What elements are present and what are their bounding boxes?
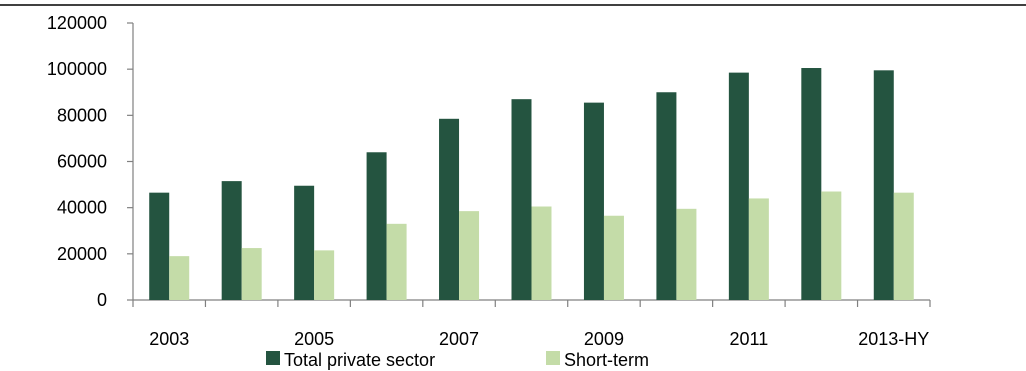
legend-label: Total private sector bbox=[284, 350, 435, 370]
bar-short-term bbox=[748, 198, 769, 300]
y-tick-label: 120000 bbox=[47, 13, 107, 33]
legend-swatch bbox=[266, 351, 280, 365]
bar-total-private-sector bbox=[656, 92, 677, 300]
y-tick-label: 100000 bbox=[47, 59, 107, 79]
x-tick-label: 2003 bbox=[149, 329, 189, 349]
y-tick-label: 40000 bbox=[57, 198, 107, 218]
y-axis: 0 20000 40000 60000 80000 100000 120000 bbox=[47, 13, 134, 310]
bar-total-private-sector bbox=[728, 72, 749, 300]
y-tick-label: 0 bbox=[97, 290, 107, 310]
bar-total-private-sector bbox=[294, 185, 315, 300]
legend-label: Short-term bbox=[564, 350, 649, 370]
bar-total-private-sector bbox=[511, 99, 532, 300]
bar-short-term bbox=[386, 223, 407, 300]
bar-short-term bbox=[893, 192, 914, 300]
x-axis: 2003 2005 2007 2009 2011 2013-HY bbox=[132, 299, 931, 349]
bar-short-term bbox=[821, 191, 842, 300]
bar-short-term bbox=[241, 248, 262, 300]
x-tick-label: 2011 bbox=[730, 329, 769, 349]
bar-total-private-sector bbox=[221, 181, 242, 300]
bar-short-term bbox=[676, 208, 697, 300]
x-tick-label: 2005 bbox=[294, 329, 334, 349]
bar-total-private-sector bbox=[439, 118, 460, 300]
bar-short-term bbox=[603, 215, 624, 300]
bars bbox=[149, 68, 914, 300]
bar-short-term bbox=[459, 211, 480, 300]
legend: Total private sector Short-term bbox=[266, 350, 649, 370]
x-tick-label: 2007 bbox=[439, 329, 479, 349]
bar-total-private-sector bbox=[366, 152, 387, 300]
bar-short-term bbox=[169, 256, 190, 300]
y-tick-label: 60000 bbox=[57, 152, 107, 172]
x-tick-label: 2009 bbox=[584, 329, 624, 349]
bar-total-private-sector bbox=[873, 70, 894, 300]
legend-swatch bbox=[546, 351, 560, 365]
bar-total-private-sector bbox=[583, 102, 604, 300]
bar-total-private-sector bbox=[801, 68, 822, 300]
y-tick-label: 80000 bbox=[57, 105, 107, 125]
bar-short-term bbox=[314, 250, 335, 300]
bar-short-term bbox=[531, 206, 552, 300]
bar-total-private-sector bbox=[149, 192, 170, 300]
x-tick-label: 2013-HY bbox=[858, 329, 929, 349]
y-tick-label: 20000 bbox=[57, 244, 107, 264]
